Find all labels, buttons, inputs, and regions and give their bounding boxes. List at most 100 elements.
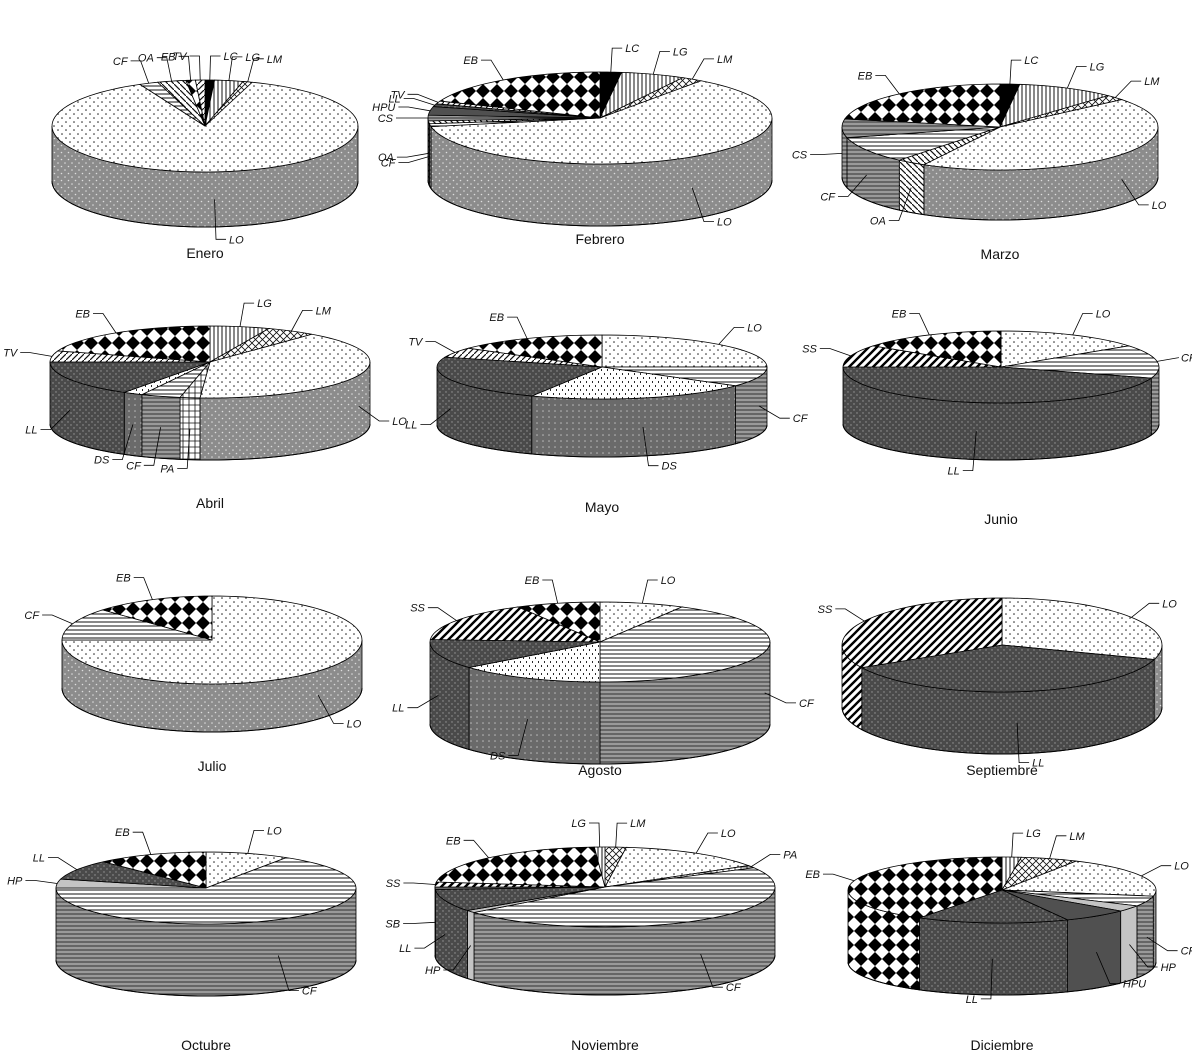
- slice-label-pa: PA: [160, 463, 174, 475]
- leader-line: [20, 352, 53, 357]
- slice-label-eb: EB: [116, 573, 131, 585]
- leader-line: [156, 57, 172, 82]
- slice-label-lm: LM: [267, 54, 283, 66]
- pie-slice-lm: [1001, 856, 1077, 891]
- leader-line: [1049, 835, 1067, 859]
- leader-line: [398, 106, 431, 112]
- pie-rim: [55, 959, 357, 997]
- leader-line: [132, 831, 152, 855]
- leader-line: [463, 839, 489, 859]
- pie-rim: [434, 954, 776, 996]
- slice-label-lg: LG: [1026, 828, 1041, 840]
- leader-line: [398, 155, 431, 163]
- pie-rim: [436, 424, 768, 458]
- pie-rim: [61, 687, 363, 733]
- slice-label-eb: EB: [525, 575, 540, 587]
- pie-chart-4: LO CF DS LL TV EB Mayo: [405, 312, 809, 515]
- slice-label-ll: LL: [948, 466, 960, 478]
- leader-line: [1157, 357, 1179, 362]
- leader-line: [427, 607, 457, 621]
- leader-line: [1146, 936, 1178, 952]
- pie-wall-cf: [141, 394, 181, 460]
- pie-slice-ll: [860, 644, 1156, 693]
- slice-label-oa: OA: [138, 53, 154, 65]
- slice-label-lo: LO: [392, 416, 407, 428]
- leader-line: [403, 882, 436, 885]
- leader-line: [317, 694, 344, 724]
- pie-wall-hp: [467, 909, 475, 982]
- slice-label-cf: CF: [793, 413, 809, 425]
- slice-label-cs: CS: [792, 150, 808, 162]
- slice-label-cf: CF: [126, 460, 142, 472]
- month-title: Septiembre: [966, 762, 1038, 778]
- month-title: Marzo: [981, 246, 1020, 262]
- slice-label-lm: LM: [316, 305, 332, 317]
- slice-label-ll: LL: [1032, 758, 1044, 770]
- leader-line: [1114, 80, 1142, 98]
- pie-wall-lo: [1152, 889, 1157, 970]
- leader-line: [189, 55, 201, 81]
- slice-label-lg: LG: [571, 818, 586, 830]
- month-title: Agosto: [578, 762, 622, 778]
- slice-label-pa: PA: [783, 849, 797, 861]
- slice-label-oa: OA: [378, 152, 394, 164]
- pie-slice-eb: [101, 595, 213, 641]
- pie-slice-cf: [61, 609, 213, 641]
- leader-line: [838, 174, 867, 197]
- pie-slice-ll: [434, 886, 606, 911]
- leader-line: [507, 316, 528, 339]
- slice-label-ss: SS: [802, 344, 817, 356]
- pie-chart-10: LM LO PA CF HP LL SB SS EB LG Noviembre: [385, 818, 797, 1053]
- leader-line: [980, 958, 993, 1000]
- leader-line: [652, 51, 670, 75]
- slice-label-lo: LO: [1152, 200, 1167, 212]
- leader-line: [42, 614, 73, 625]
- leader-line: [1009, 59, 1022, 85]
- pie-slice-tv: [194, 79, 206, 127]
- slice-label-lg: LG: [673, 46, 688, 58]
- leader-line: [291, 309, 313, 332]
- pie-slice-oa: [897, 126, 1001, 166]
- slice-label-ds: DS: [490, 750, 506, 762]
- month-title: Julio: [198, 758, 227, 774]
- pie-chart-8: LO LL SS Septiembre: [818, 597, 1177, 778]
- pie-slice-eb: [873, 330, 1002, 368]
- pie-rim: [841, 176, 1159, 221]
- slice-label-cf: CF: [1181, 353, 1192, 365]
- slice-label-ll: LL: [966, 994, 978, 1006]
- slice-label-lo: LO: [267, 825, 282, 837]
- slice-label-cf: CF: [1181, 946, 1192, 958]
- leader-line: [239, 302, 255, 327]
- pie-slice-ll: [842, 366, 1153, 404]
- leader-line: [277, 955, 299, 991]
- pie-slice-cf: [599, 606, 771, 683]
- pie-slice-lo: [430, 80, 773, 165]
- pie-slice-eb: [438, 71, 601, 119]
- leader-line: [1121, 179, 1149, 206]
- leader-line: [542, 579, 559, 604]
- leader-line: [962, 431, 977, 472]
- slice-label-eb: EB: [858, 70, 873, 82]
- slice-label-ss: SS: [818, 604, 833, 616]
- pie-chart-3: LG LM LO PA CF DS LL TV EB Abril: [3, 298, 407, 511]
- pie-slice-lg: [209, 325, 271, 363]
- leader-line: [1011, 832, 1024, 858]
- pie-slice-lo: [601, 334, 768, 368]
- pie-wall-hp: [1120, 905, 1138, 984]
- slice-label-lg: LG: [245, 52, 260, 64]
- leader-line: [875, 75, 900, 95]
- leader-line: [1141, 865, 1172, 877]
- slice-label-ll: LL: [405, 420, 417, 432]
- slice-label-hpu: HPU: [1123, 979, 1146, 991]
- month-title: Junio: [984, 511, 1018, 527]
- pie-slice-lo: [51, 81, 359, 173]
- slice-label-lm: LM: [1069, 831, 1085, 843]
- slice-label-lc: LC: [224, 51, 238, 63]
- month-title: Noviembre: [571, 1037, 639, 1053]
- leader-line: [718, 326, 745, 345]
- pie-slice-cf: [138, 81, 206, 127]
- leader-line: [178, 55, 191, 81]
- slice-label-eb: EB: [75, 309, 90, 321]
- leader-line: [48, 857, 78, 871]
